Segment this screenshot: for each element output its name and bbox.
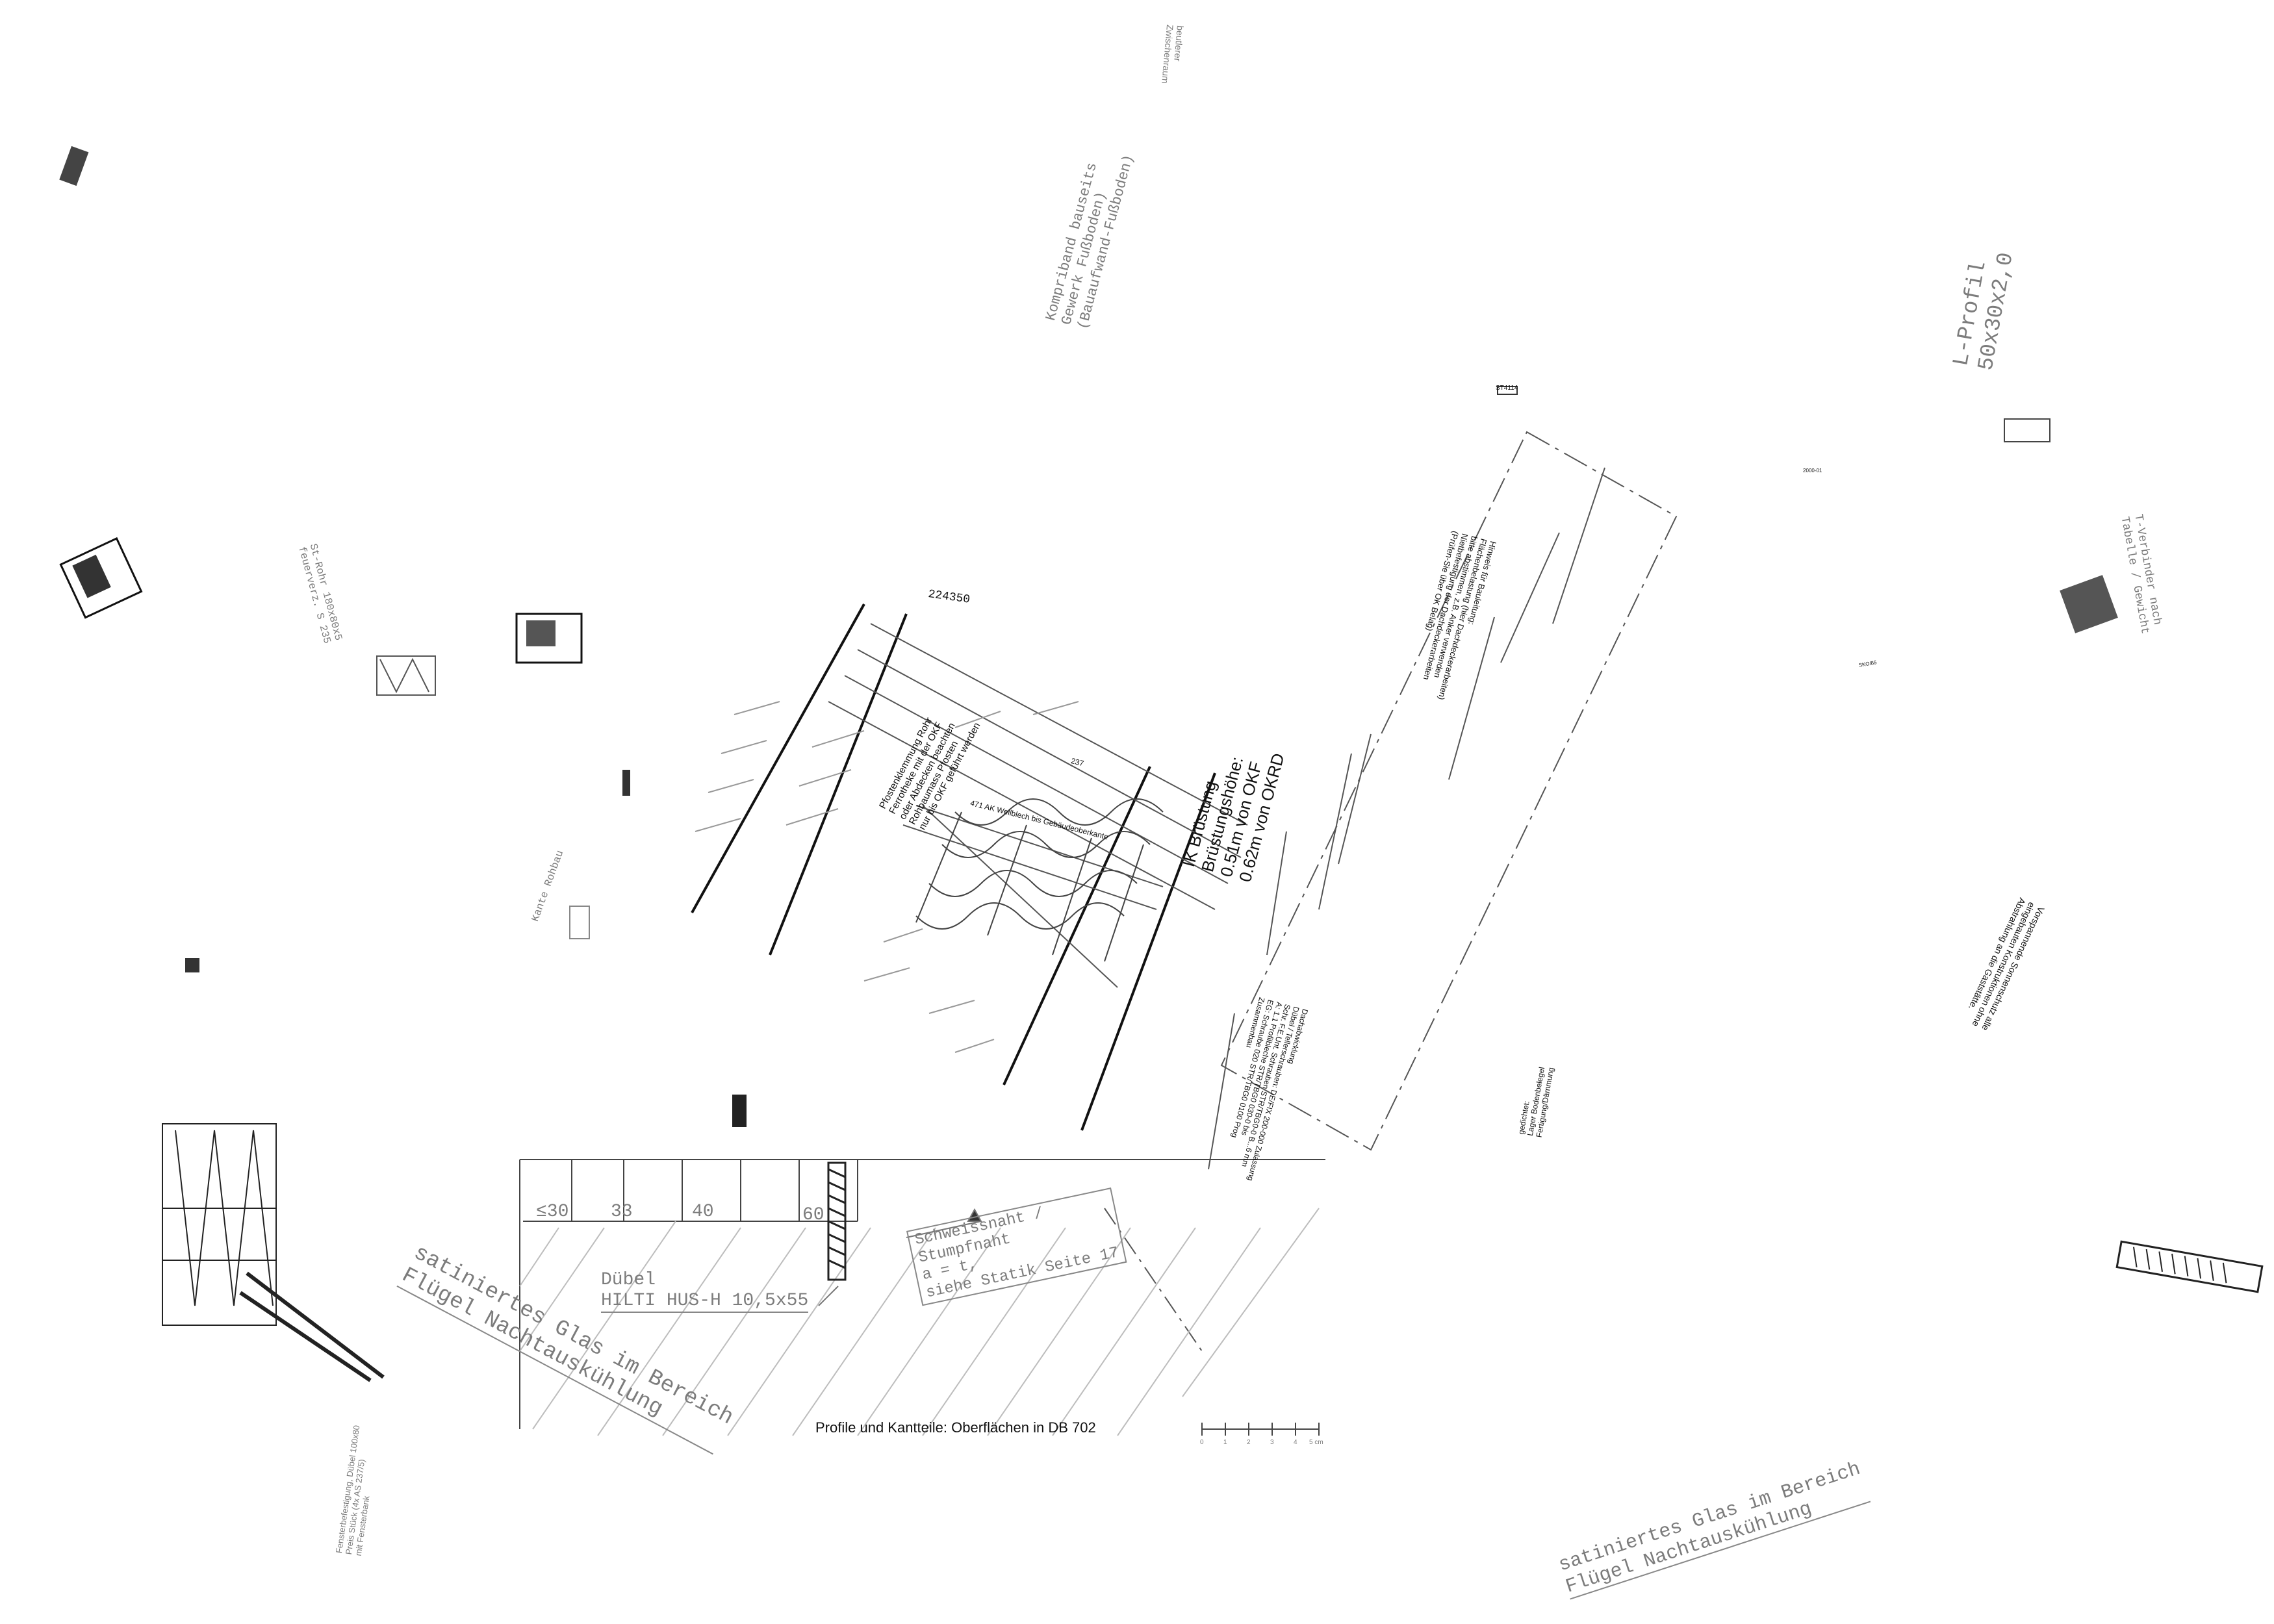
dashdot-outline bbox=[1104, 431, 1678, 1352]
bottom-hatch bbox=[519, 1208, 1320, 1436]
facade-fragment bbox=[162, 1123, 385, 1382]
corrugated-sheet bbox=[915, 798, 1164, 962]
scale-bar bbox=[1201, 1423, 1320, 1436]
main-detail-lines bbox=[691, 603, 1216, 1131]
dimension-2: 40 bbox=[692, 1202, 714, 1222]
screw-drawing bbox=[827, 1161, 847, 1281]
dimension-3: 60 bbox=[802, 1205, 824, 1225]
small-tag-b: 2000-01 bbox=[1803, 468, 1822, 474]
scale-tick-2: 2 bbox=[1247, 1439, 1251, 1446]
dimension-0: ≤30 bbox=[536, 1202, 569, 1222]
duebel-title: Dübel bbox=[601, 1270, 656, 1290]
small-parts bbox=[59, 146, 2264, 1293]
scale-tick-4: 4 bbox=[1294, 1439, 1297, 1446]
profile-note: Profile und Kantteile: Oberflächen in DB… bbox=[815, 1419, 1096, 1436]
duebel-label: Dübel HILTI HUS-H 10,5x55 bbox=[601, 1270, 809, 1313]
scale-tick-5: 5 cm bbox=[1309, 1439, 1323, 1446]
scale-tick-0: 0 bbox=[1200, 1439, 1204, 1446]
scale-tick-1: 1 bbox=[1223, 1439, 1227, 1446]
bottom-detail bbox=[519, 1159, 1325, 1429]
scale-tick-3: 3 bbox=[1270, 1439, 1274, 1446]
dimension-1: 33 bbox=[611, 1202, 633, 1222]
main-detail-thin bbox=[828, 623, 1248, 988]
small-tag-a: ST4114 bbox=[1496, 385, 1518, 392]
hatch-lines bbox=[695, 701, 1079, 1053]
duebel-name: HILTI HUS-H 10,5x55 bbox=[601, 1291, 809, 1313]
weld-leader bbox=[818, 1208, 982, 1306]
